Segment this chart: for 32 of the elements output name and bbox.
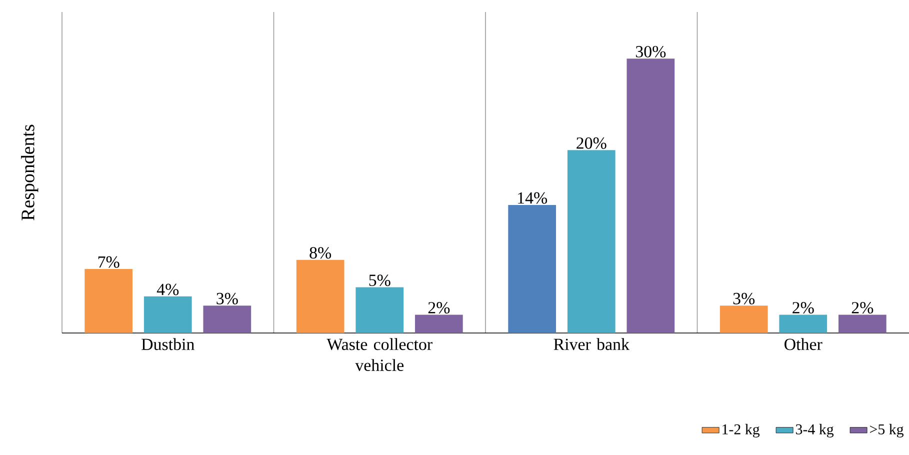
x-tick-label: Waste collector vehicle (326, 338, 432, 372)
y-axis-title: Respondents (21, 124, 38, 220)
x-tick-label: River bank (554, 338, 630, 350)
bar (508, 204, 556, 333)
bar (838, 314, 886, 333)
data-label: 14% (518, 192, 548, 204)
x-tick-label: Dustbin (142, 338, 194, 350)
data-label: 7% (98, 256, 120, 268)
bar (84, 268, 133, 333)
data-label: 20% (576, 137, 606, 149)
legend-label: >5 kg (870, 424, 904, 438)
bar (414, 314, 463, 333)
bar (144, 296, 192, 333)
data-label: 3% (733, 292, 755, 304)
x-tick-label: Other (784, 338, 822, 350)
data-label: 5% (369, 274, 390, 286)
legend-label: 1-2 kg (722, 424, 760, 438)
bar (356, 287, 404, 333)
bar (203, 306, 252, 333)
bar (626, 58, 675, 333)
bar (567, 150, 616, 333)
data-label: 30% (636, 46, 666, 58)
data-label: 2% (792, 302, 814, 314)
data-label: 8% (310, 247, 332, 259)
data-label: 3% (216, 292, 238, 304)
bar (779, 314, 828, 333)
data-label: 2% (428, 302, 450, 314)
data-label: 2% (852, 302, 874, 314)
bar (720, 306, 768, 333)
bar (296, 260, 344, 333)
data-label: 4% (156, 284, 179, 296)
legend-label: 3-4 kg (796, 424, 834, 438)
